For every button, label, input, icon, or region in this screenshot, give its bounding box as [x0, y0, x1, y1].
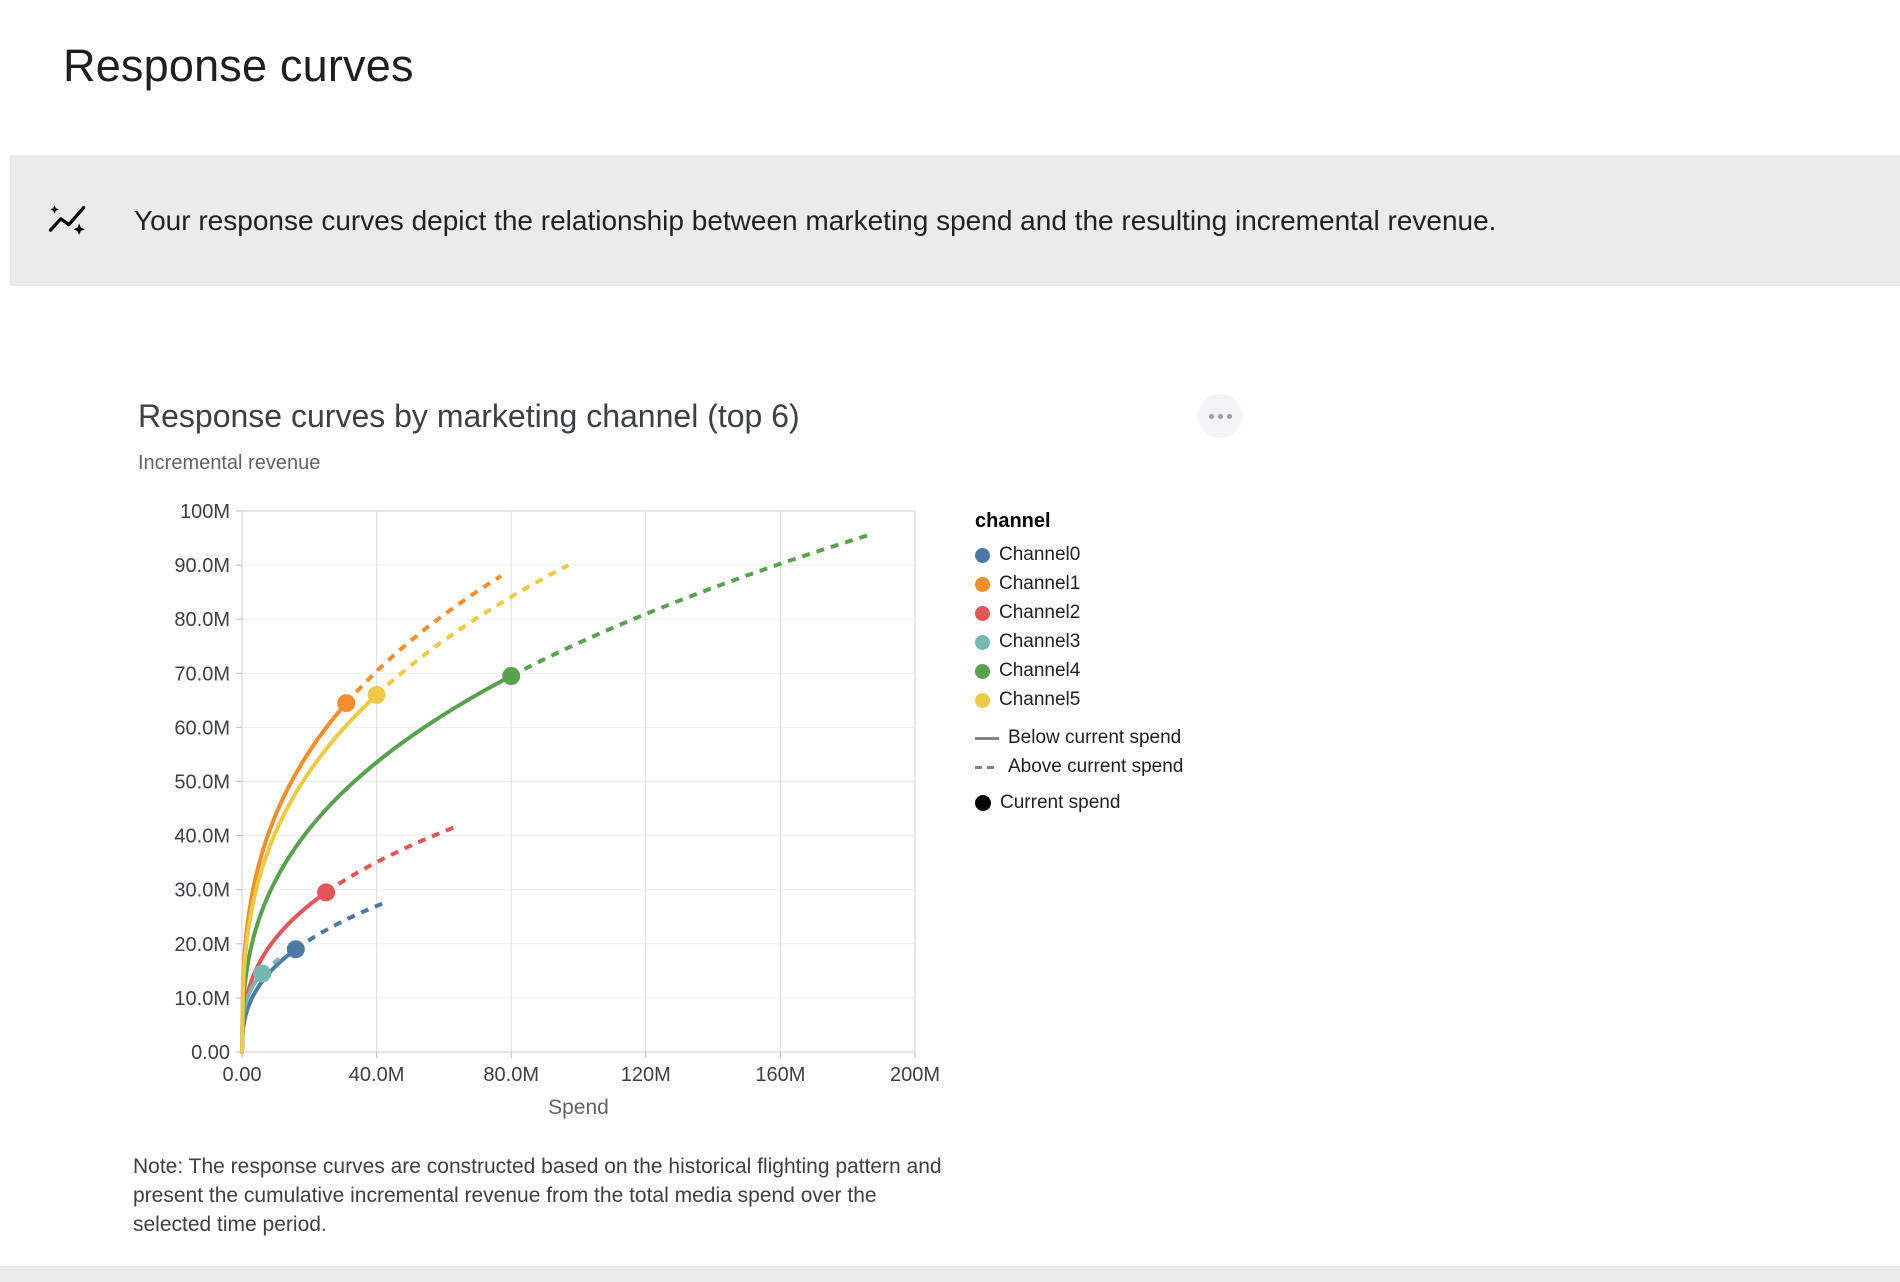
more-options-button[interactable] — [1198, 394, 1242, 438]
legend-channel-label: Channel1 — [999, 573, 1081, 594]
legend-channel-label: Channel3 — [999, 631, 1081, 652]
svg-text:80.0M: 80.0M — [174, 609, 230, 631]
svg-text:30.0M: 30.0M — [174, 880, 230, 902]
svg-text:Spend: Spend — [548, 1096, 609, 1119]
svg-text:90.0M: 90.0M — [174, 555, 230, 577]
svg-text:0.00: 0.00 — [223, 1064, 262, 1086]
legend-color-swatch — [975, 576, 990, 592]
svg-text:70.0M: 70.0M — [174, 663, 230, 685]
legend-channel-label: Channel5 — [999, 689, 1081, 710]
legend-dashed-line-swatch — [975, 765, 999, 769]
legend-solid-line-swatch — [975, 736, 999, 740]
banner-text: Your response curves depict the relation… — [134, 204, 1497, 236]
series-channel2 — [240, 825, 455, 1054]
legend-line-style-label: Above current spend — [1008, 756, 1184, 777]
more-options-icon — [1208, 413, 1232, 419]
legend-item-channel1: Channel1 — [975, 573, 1183, 595]
legend-line-style-label: Below current spend — [1008, 727, 1182, 748]
chart-note: Note: The response curves are constructe… — [133, 1155, 942, 1236]
legend-item-channel4: Channel4 — [975, 660, 1183, 682]
svg-text:50.0M: 50.0M — [174, 772, 230, 794]
current-spend-marker-channel1 — [337, 694, 356, 713]
legend-marker-label: Current spend — [1000, 792, 1121, 813]
svg-text:40.0M: 40.0M — [174, 826, 230, 848]
legend-marker-list: Current spend — [975, 792, 1183, 814]
insights-icon — [45, 199, 89, 243]
legend-current-spend-dot — [975, 795, 991, 811]
legend-item-channel0: Channel0 — [975, 544, 1183, 566]
info-banner: Your response curves depict the relation… — [10, 155, 1900, 286]
legend-channel-label: Channel4 — [999, 660, 1081, 681]
response-curves-chart: 0.00 40.0M 80.0M 120M 160M 200M 0.00 10.0M 20.0M… — [174, 501, 940, 1119]
current-spend-marker-channel2 — [317, 883, 336, 902]
legend-item-channel2: Channel2 — [975, 602, 1183, 624]
svg-text:0.00: 0.00 — [191, 1042, 230, 1064]
svg-text:80.0M: 80.0M — [483, 1064, 539, 1086]
legend-title: channel — [975, 510, 1051, 532]
svg-text:120M: 120M — [621, 1064, 671, 1086]
series-channel5 — [240, 563, 570, 1054]
current-spend-marker-channel0 — [286, 940, 305, 959]
current-spend-marker-channel5 — [367, 685, 386, 704]
legend-item-below-current-spend: Below current spend — [975, 727, 1183, 749]
legend-item-channel5: Channel5 — [975, 689, 1183, 711]
chart-title: Response curves by marketing channel (to… — [138, 398, 800, 434]
bottom-strip — [0, 1266, 1900, 1282]
series-channel1 — [240, 574, 503, 1054]
legend-channel-label: Channel2 — [999, 602, 1081, 623]
legend-channel-list: Channel0 Channel1 Channel2 Channel3 Channel4… — [975, 544, 1183, 711]
svg-text:10.0M: 10.0M — [174, 988, 230, 1010]
legend-color-swatch — [975, 605, 990, 621]
legend-item-current-spend: Current spend — [975, 792, 1183, 814]
series-channel4 — [240, 533, 869, 1054]
legend-color-swatch — [975, 663, 990, 679]
svg-text:60.0M: 60.0M — [174, 717, 230, 739]
legend-item-above-current-spend: Above current spend — [975, 756, 1183, 778]
chart-legend: channel Channel0 Channel1 Channel2 Channel3… — [975, 510, 1183, 821]
y-axis-title: Incremental revenue — [138, 452, 321, 474]
current-spend-marker-channel3 — [253, 964, 272, 983]
legend-channel-label: Channel0 — [999, 544, 1081, 565]
svg-text:40.0M: 40.0M — [349, 1064, 405, 1086]
current-spend-marker-channel4 — [502, 667, 521, 685]
legend-line-style-list: Below current spend Above current spend — [975, 727, 1183, 778]
legend-color-swatch — [975, 634, 990, 650]
legend-item-channel3: Channel3 — [975, 631, 1183, 653]
svg-text:200M: 200M — [890, 1064, 940, 1086]
legend-color-swatch — [975, 547, 990, 563]
svg-text:160M: 160M — [755, 1064, 805, 1086]
legend-color-swatch — [975, 692, 990, 708]
page-title: Response curves — [63, 40, 414, 91]
svg-text:100M: 100M — [180, 501, 230, 523]
svg-text:20.0M: 20.0M — [174, 934, 230, 956]
